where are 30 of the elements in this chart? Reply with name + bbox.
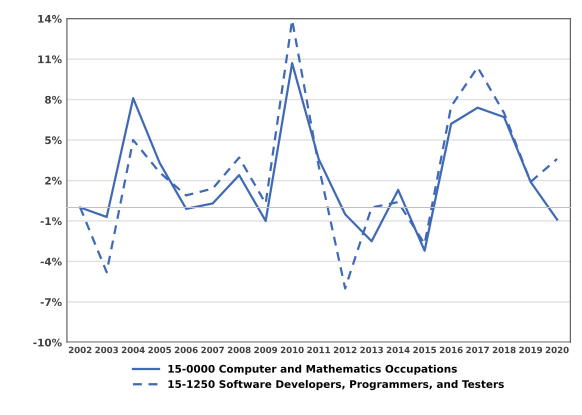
y-tick-label: 5% <box>45 136 62 144</box>
y-tick-label: -4% <box>40 258 62 266</box>
x-tick-label: 2016 <box>440 346 463 354</box>
y-tick-label: 11% <box>38 55 62 64</box>
y-tick-label: -1% <box>40 217 62 226</box>
x-tick-label: 2013 <box>360 346 383 354</box>
legend-label: 15-1250 Software Developers, Programmers, and Testers <box>168 380 504 390</box>
y-tick-label: -10% <box>33 338 62 346</box>
legend-label: 15-0000 Computer and Mathematics Occupations <box>168 364 457 375</box>
x-tick-label: 2018 <box>492 346 516 354</box>
x-tick-label: 2012 <box>334 346 356 354</box>
x-tick-label: 2005 <box>148 346 172 354</box>
x-tick-label: 2006 <box>174 346 198 354</box>
x-tick-label: 2008 <box>228 346 251 354</box>
x-tick-label: 2007 <box>201 346 224 354</box>
y-tick-label: -7% <box>40 298 62 306</box>
x-tick-label: 2017 <box>466 346 489 354</box>
x-tick-label: 2020 <box>546 346 569 354</box>
x-tick-label: 2019 <box>519 346 542 354</box>
x-tick-label: 2004 <box>122 346 145 354</box>
y-tick-label: 14% <box>38 14 62 23</box>
y-tick-label: 8% <box>45 96 62 104</box>
x-tick-label: 2014 <box>386 346 410 354</box>
y-tick-label: 2% <box>45 176 62 185</box>
x-tick-label: 2015 <box>413 346 436 354</box>
x-tick-label: 2010 <box>280 346 304 354</box>
x-tick-label: 2009 <box>254 346 278 354</box>
x-tick-label: 2003 <box>95 346 118 354</box>
x-tick-label: 2011 <box>307 346 330 354</box>
x-tick-label: 2002 <box>68 346 92 354</box>
